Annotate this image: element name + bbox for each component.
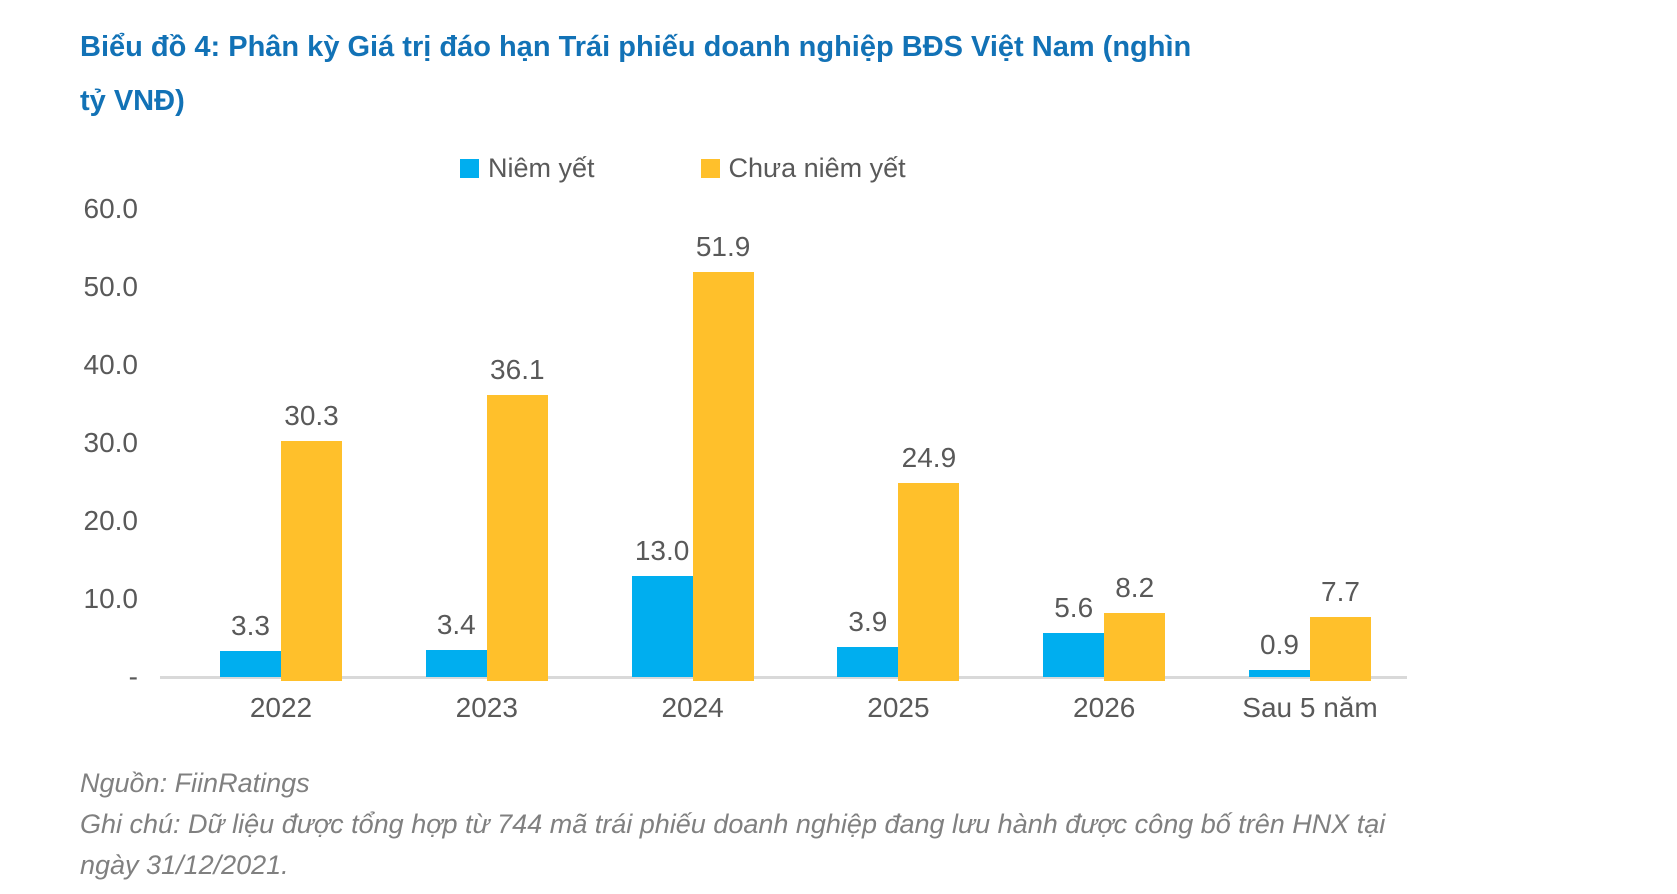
bar-niem-yet-2026 [1043, 633, 1105, 677]
bar-niem-yet-sau-5-nam [1249, 669, 1310, 677]
bar-value-label-niem-yet-sau-5-nam: 0.9 [1260, 628, 1299, 660]
y-tick-label-20-0: 20.0 [83, 505, 139, 536]
bar-niem-yet-2025 [837, 646, 899, 677]
legend-label: Niêm yết [488, 153, 595, 183]
bar-chua-niem-yet-2023 [486, 395, 548, 681]
legend-swatch-icon [460, 159, 479, 178]
chart-title-line-1: Biểu đồ 4: Phân kỳ Giá trị đáo hạn Trái … [80, 31, 1192, 63]
y-tick-label-60-0: 60.0 [83, 193, 139, 224]
chart-legend: Niêm yết Chưa niêm yết [460, 153, 906, 184]
bar-chua-niem-yet-2026 [1104, 613, 1166, 681]
bar-chua-niem-yet-sau-5-nam [1310, 616, 1371, 681]
bar-chua-niem-yet-2024 [692, 272, 754, 681]
x-axis-label-2026: 2026 [1073, 692, 1136, 723]
y-tick-label-40-0: 40.0 [83, 349, 139, 380]
legend-swatch-icon [700, 159, 720, 178]
bar-value-label-chua-niem-yet-2023: 36.1 [490, 354, 545, 386]
bar-value-label-niem-yet-2024: 13.0 [634, 534, 690, 566]
bar-value-label-chua-niem-yet-2025: 24.9 [901, 441, 957, 473]
source-note: Nguồn: FiinRatings [80, 768, 310, 798]
x-axis-line [160, 676, 1407, 679]
bar-value-label-niem-yet-2025: 3.9 [848, 605, 888, 637]
legend-item-chua-niem-yet: Chưa niêm yết [700, 153, 906, 184]
bar-value-label-chua-niem-yet-sau-5-nam: 7.7 [1321, 575, 1360, 607]
x-axis-label-2025: 2025 [867, 692, 930, 723]
x-axis-label-2024: 2024 [661, 692, 724, 723]
legend-label: Chưa niêm yết [728, 153, 906, 183]
bar-value-label-niem-yet-2023: 3.4 [436, 609, 476, 641]
chart-title: Biểu đồ 4: Phân kỳ Giá trị đáo hạn Trái … [80, 20, 1191, 128]
y-tick-label-: - [128, 661, 138, 692]
bar-value-label-niem-yet-2022: 3.3 [231, 610, 270, 642]
x-axis-label-2023: 2023 [455, 692, 518, 723]
x-axis-label-sau-5-nam: Sau 5 năm [1242, 692, 1378, 723]
y-tick-label-10-0: 10.0 [83, 583, 139, 614]
y-tick-label-30-0: 30.0 [83, 427, 139, 458]
bar-value-label-chua-niem-yet-2022: 30.3 [284, 399, 339, 431]
bar-chua-niem-yet-2022 [281, 440, 342, 681]
bar-value-label-chua-niem-yet-2024: 51.9 [695, 231, 751, 263]
chart-footnotes: Nguồn: FiinRatings Ghi chú: Dữ liệu được… [80, 763, 1385, 886]
bar-value-label-niem-yet-2026: 5.6 [1054, 592, 1094, 624]
note-line-1: Ghi chú: Dữ liệu được tổng hợp từ 744 mã… [80, 809, 1386, 839]
bar-niem-yet-2023 [425, 650, 487, 677]
bar-niem-yet-2022 [220, 651, 281, 677]
legend-item-niem-yet: Niêm yết [460, 153, 595, 184]
x-axis-label-2022: 2022 [249, 692, 313, 723]
chart-title-line-2: tỷ VNĐ) [80, 85, 185, 117]
bar-chua-niem-yet-2025 [898, 482, 960, 681]
y-tick-label-50-0: 50.0 [83, 271, 139, 302]
bar-value-label-chua-niem-yet-2026: 8.2 [1115, 572, 1155, 604]
note-line-2: ngày 31/12/2021. [80, 850, 289, 880]
bar-niem-yet-2024 [631, 575, 693, 677]
